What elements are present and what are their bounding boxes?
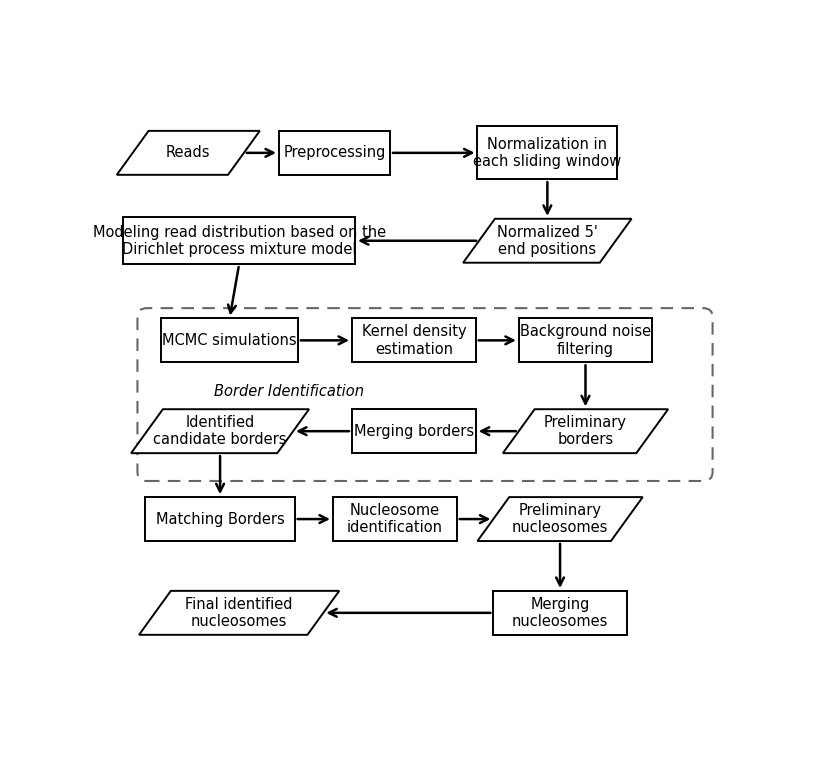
Text: Nucleosome
identification: Nucleosome identification	[346, 503, 442, 535]
Bar	[477, 126, 617, 180]
Text: Reads: Reads	[165, 145, 210, 161]
Text: Normalization in
each sliding window: Normalization in each sliding window	[473, 137, 621, 169]
Text: Preliminary
borders: Preliminary borders	[543, 415, 627, 447]
Text: Preliminary
nucleosomes: Preliminary nucleosomes	[511, 503, 608, 535]
Text: Identified
candidate borders: Identified candidate borders	[153, 415, 287, 447]
Text: Modeling read distribution based on the
Dirichlet process mixture model: Modeling read distribution based on the …	[93, 224, 385, 257]
Polygon shape	[116, 131, 260, 175]
Polygon shape	[131, 409, 309, 453]
Bar	[161, 318, 297, 362]
Text: Merging borders: Merging borders	[354, 424, 473, 438]
Polygon shape	[139, 591, 339, 635]
Bar	[333, 497, 456, 541]
Bar	[351, 409, 475, 453]
Polygon shape	[502, 409, 667, 453]
Text: MCMC simulations: MCMC simulations	[162, 333, 296, 348]
Bar	[518, 318, 651, 362]
Text: Kernel density
estimation: Kernel density estimation	[361, 324, 466, 357]
Bar	[351, 318, 475, 362]
Text: Final identified
nucleosomes: Final identified nucleosomes	[185, 597, 292, 629]
Polygon shape	[477, 497, 642, 541]
Bar	[145, 497, 294, 541]
Bar	[123, 218, 355, 264]
Text: Background noise
filtering: Background noise filtering	[519, 324, 650, 357]
Text: Normalized 5'
end positions: Normalized 5' end positions	[496, 224, 597, 257]
Bar	[278, 131, 390, 175]
Text: Merging
nucleosomes: Merging nucleosomes	[511, 597, 608, 629]
Text: Border Identification: Border Identification	[214, 384, 364, 399]
Bar	[493, 591, 626, 635]
Polygon shape	[463, 218, 631, 263]
Text: Matching Borders: Matching Borders	[156, 511, 284, 527]
Text: Preprocessing: Preprocessing	[283, 145, 385, 161]
